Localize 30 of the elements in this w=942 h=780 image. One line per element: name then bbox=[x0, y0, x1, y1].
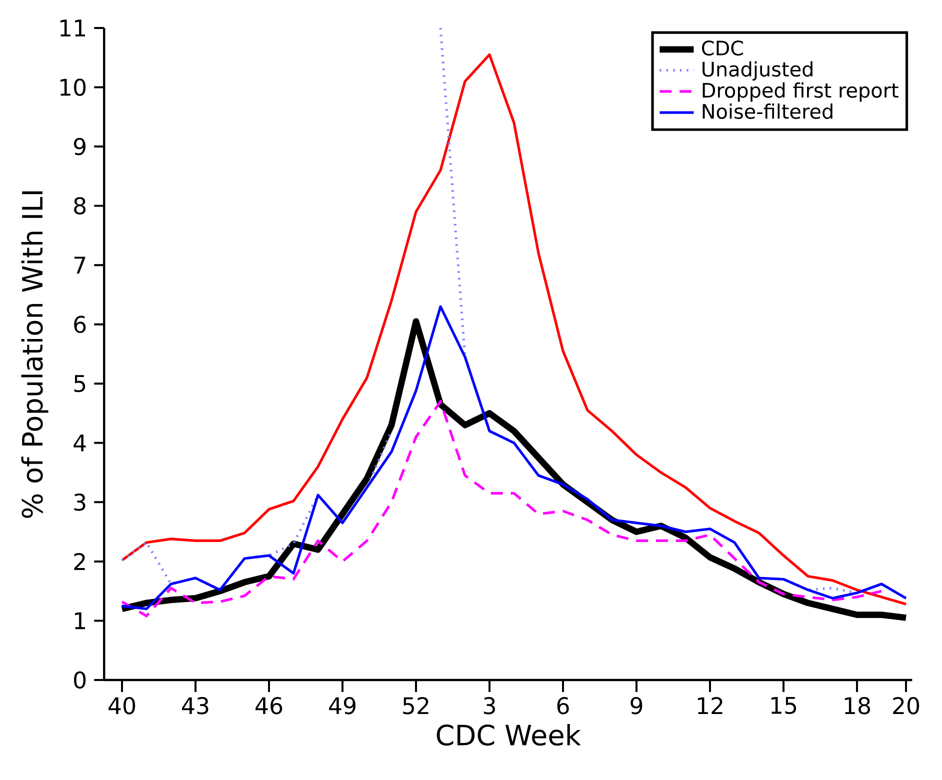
y-axis-title: % of Population With ILI bbox=[21, 191, 48, 518]
x-tick-label: 43 bbox=[182, 697, 208, 714]
y-tick-label: 4 bbox=[74, 434, 86, 452]
y-tick-label: 6 bbox=[74, 316, 86, 334]
x-tick-label: 18 bbox=[844, 697, 870, 714]
x-tick-label: 15 bbox=[771, 697, 796, 714]
y-tick-label: 7 bbox=[74, 256, 86, 274]
y-tick-label: 2 bbox=[74, 552, 85, 570]
x-tick-label: 40 bbox=[108, 697, 136, 714]
x-tick-label: 49 bbox=[329, 697, 356, 714]
y-tick-label: 5 bbox=[74, 375, 86, 392]
x-tick-label: 52 bbox=[403, 697, 428, 714]
y-tick-label: 1 bbox=[75, 612, 85, 630]
x-tick-label: 3 bbox=[484, 697, 495, 714]
x-tick-label: 12 bbox=[698, 697, 722, 714]
x-tick-label: 9 bbox=[630, 697, 642, 714]
legend-label: Unadjusted bbox=[702, 61, 812, 81]
x-tick-label: 6 bbox=[557, 697, 569, 714]
x-tick-label: 46 bbox=[256, 697, 282, 714]
legend-label: CDC bbox=[702, 40, 743, 56]
legend-label: Noise-filtered bbox=[702, 104, 832, 119]
x-tick-label: 20 bbox=[893, 697, 920, 714]
y-tick-label: 8 bbox=[74, 197, 86, 214]
x-axis-title: CDC Week bbox=[436, 724, 581, 746]
legend-label: Dropped first report bbox=[702, 82, 898, 102]
y-tick-label: 10 bbox=[60, 78, 86, 96]
y-tick-label: 3 bbox=[74, 494, 86, 511]
y-tick-label: 0 bbox=[74, 671, 86, 689]
y-tick-label: 11 bbox=[60, 20, 85, 36]
y-tick-label: 9 bbox=[74, 138, 86, 156]
